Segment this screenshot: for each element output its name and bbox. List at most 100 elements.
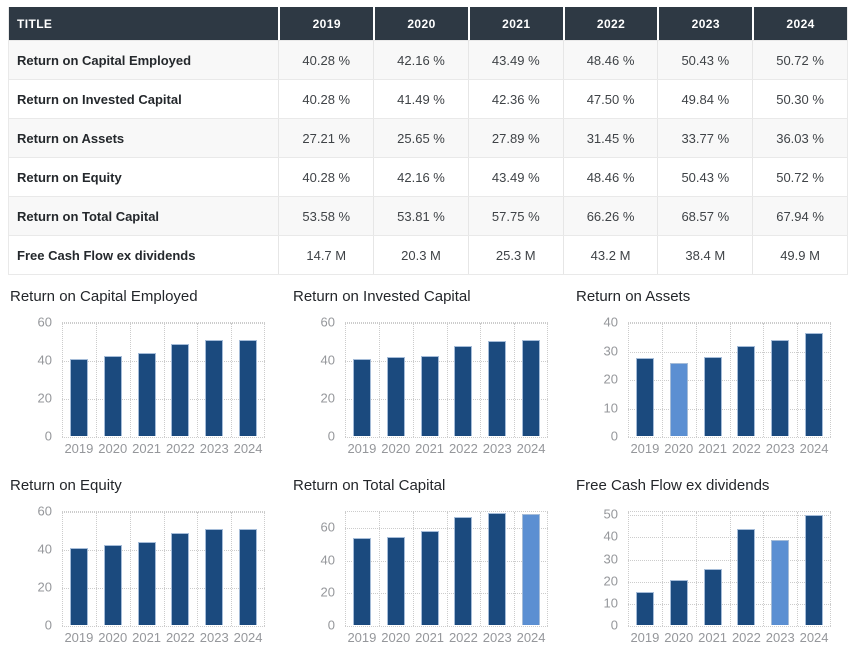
x-tick-label-2024: 2024 [516,630,546,645]
bar-2021[interactable] [137,542,156,625]
chart-title: Return on Capital Employed [10,288,198,305]
y-tick-label: 30 [603,343,618,358]
bar-2019[interactable] [635,592,654,625]
vertical-gridline [413,512,414,626]
cell-value-2020: 42.16 % [373,41,468,79]
bar-2023[interactable] [205,340,224,436]
bar-2023[interactable] [771,340,790,436]
bar-2022[interactable] [454,517,473,625]
chart-plot-area: 0 10 20 30 40 50 [574,506,846,632]
horizontal-gridline [345,323,548,324]
table-header-title: TITLE [17,16,53,31]
y-axis: 0 20 40 60 [8,505,62,632]
bar-2021[interactable] [420,356,439,436]
cell-value-2019: 40.28 % [278,41,373,79]
horizontal-gridline [345,560,548,562]
bar-2023[interactable] [488,341,507,436]
bar-2021[interactable] [137,353,156,436]
bar-2021[interactable] [703,569,722,625]
bar-2021[interactable] [703,357,722,436]
bar-2019[interactable] [635,358,654,436]
y-tick-label: 20 [37,390,52,406]
bar-2024[interactable] [239,529,258,625]
vertical-gridline [514,512,515,626]
vertical-gridline [628,323,629,437]
chart-title: Return on Assets [576,288,691,305]
cell-value-2022: 48.46 % [562,41,658,79]
chart-title: Return on Invested Capital [293,288,471,305]
bar-2021[interactable] [420,531,439,625]
bar-2022[interactable] [454,346,473,436]
cell-value-2019: 40.28 % [278,158,373,196]
vertical-gridline [62,512,63,626]
table-header-year-2023: 2023 [657,7,752,40]
bar-2020[interactable] [103,356,122,436]
bar-2023[interactable] [205,529,224,625]
bar-2023[interactable] [771,540,790,625]
cell-value-2021: 43.49 % [467,41,563,79]
bar-2024[interactable] [239,340,258,436]
chart-plot-area: 0 20 40 60 [8,316,280,443]
cell-value-2024: 49.9 M [752,236,847,274]
bar-2022[interactable] [737,346,756,436]
vertical-gridline [447,512,448,626]
x-tick-label-2021: 2021 [698,441,728,456]
x-tick-label-2021: 2021 [415,441,445,456]
bar-2019[interactable] [352,538,371,625]
charts-grid: Return on Capital Employed 0 20 40 60 2019 20… [8,287,846,645]
bar-2022[interactable] [737,529,756,625]
y-tick-label: 40 [320,352,335,368]
x-tick-label-2024: 2024 [799,630,829,645]
bar-2020[interactable] [669,363,688,436]
chart-plot-area: 0 10 20 30 40 [574,316,846,443]
x-tick-label-2020: 2020 [664,630,694,645]
vertical-gridline [830,512,831,626]
vertical-gridline [379,512,380,626]
x-tick-label-2020: 2020 [98,441,128,456]
row-label: Return on Equity [17,169,122,185]
cell-value-2021: 43.49 % [467,158,563,196]
cell-value-2021: 27.89 % [467,119,563,157]
chart-return-on-assets: Return on Assets 0 10 20 30 40 2019 2020 2021 20… [574,287,846,456]
bar-2022[interactable] [171,533,190,625]
cell-value-2021: 25.3 M [467,236,563,274]
y-tick-label: 40 [37,541,52,557]
bar-2019[interactable] [69,548,88,625]
vertical-gridline [830,323,831,437]
x-tick-label-2019: 2019 [64,630,94,645]
table-header-year-2024: 2024 [752,7,847,40]
x-tick-label-2022: 2022 [731,630,761,645]
x-tick-label-2020: 2020 [664,441,694,456]
bar-2023[interactable] [488,513,507,625]
plot [345,322,548,438]
bar-2020[interactable] [103,545,122,625]
bar-2019[interactable] [69,359,88,436]
bar-2024[interactable] [522,340,541,436]
horizontal-gridline [62,550,265,551]
plot [345,511,548,627]
bar-2020[interactable] [386,357,405,436]
cell-value-2022: 47.50 % [562,80,658,118]
bar-2020[interactable] [386,537,405,625]
bar-2024[interactable] [805,333,824,436]
vertical-gridline [197,323,198,437]
chart-return-on-total-capital: Return on Total Capital 0 20 40 60 2019 2020 2… [291,476,563,645]
bar-2020[interactable] [669,580,688,625]
bar-2019[interactable] [352,359,371,436]
cell-value-2023: 50.43 % [657,158,752,196]
y-tick-label: 0 [44,617,52,633]
y-tick-label: 0 [44,428,52,444]
bar-2022[interactable] [171,344,190,436]
table-row: Return on Equity 40.28 % 42.16 % 43.49 % 48.… [9,157,847,196]
vertical-gridline [231,323,232,437]
y-tick-label: 20 [320,390,335,406]
plot [628,511,831,627]
cell-value-2023: 38.4 M [657,236,752,274]
y-tick-label: 60 [37,503,52,519]
y-tick-label: 50 [603,506,618,522]
bar-2024[interactable] [805,515,824,625]
vertical-gridline [480,323,481,437]
row-label: Return on Total Capital [17,208,160,224]
y-tick-label: 40 [320,552,335,568]
bar-2024[interactable] [522,514,541,625]
